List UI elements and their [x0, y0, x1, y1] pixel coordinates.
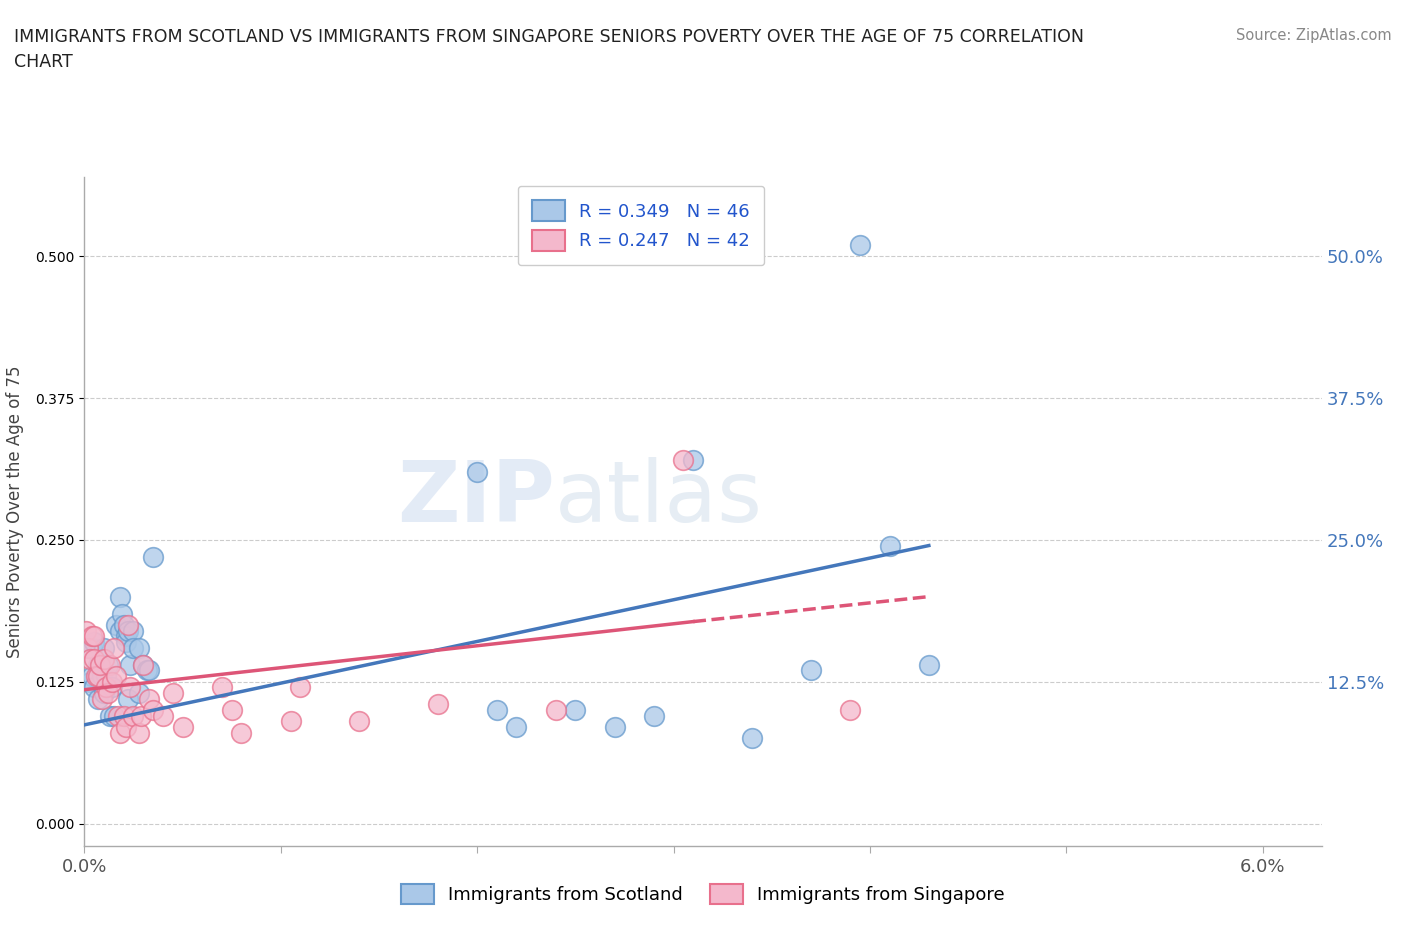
- Point: [221, 703, 243, 718]
- Point: [128, 640, 150, 655]
- Point: [93, 640, 115, 655]
- Point: [87, 669, 110, 684]
- Point: [93, 652, 115, 667]
- Point: [505, 720, 527, 735]
- Point: [91, 691, 114, 706]
- Point: [603, 720, 626, 735]
- Point: [79, 652, 101, 667]
- Point: [465, 464, 488, 479]
- Point: [132, 658, 155, 672]
- Point: [879, 538, 901, 553]
- Point: [142, 550, 165, 565]
- Point: [94, 680, 117, 695]
- Point: [138, 691, 160, 706]
- Point: [108, 590, 131, 604]
- Point: [231, 725, 253, 740]
- Point: [84, 669, 107, 684]
- Text: Source: ZipAtlas.com: Source: ZipAtlas.com: [1236, 28, 1392, 43]
- Point: [162, 685, 184, 700]
- Text: ZIP: ZIP: [396, 457, 554, 539]
- Point: [152, 709, 174, 724]
- Point: [839, 703, 862, 718]
- Point: [111, 606, 134, 621]
- Point: [82, 629, 104, 644]
- Point: [91, 669, 114, 684]
- Point: [643, 709, 665, 724]
- Point: [426, 697, 449, 711]
- Point: [349, 714, 371, 729]
- Point: [849, 237, 872, 252]
- Point: [77, 640, 100, 655]
- Point: [117, 618, 139, 632]
- Point: [117, 691, 139, 706]
- Point: [741, 731, 763, 746]
- Point: [672, 453, 695, 468]
- Point: [544, 703, 567, 718]
- Text: atlas: atlas: [554, 457, 762, 539]
- Point: [172, 720, 194, 735]
- Legend: Immigrants from Scotland, Immigrants from Singapore: Immigrants from Scotland, Immigrants fro…: [394, 876, 1012, 911]
- Point: [117, 623, 139, 638]
- Point: [101, 674, 124, 689]
- Point: [87, 658, 110, 672]
- Point: [94, 669, 117, 684]
- Point: [79, 674, 101, 689]
- Point: [97, 658, 120, 672]
- Point: [93, 685, 115, 700]
- Point: [83, 680, 105, 695]
- Point: [138, 663, 160, 678]
- Point: [128, 725, 150, 740]
- Point: [103, 640, 125, 655]
- Point: [108, 623, 131, 638]
- Point: [564, 703, 586, 718]
- Point: [280, 714, 302, 729]
- Point: [132, 658, 155, 672]
- Point: [82, 640, 104, 655]
- Text: IMMIGRANTS FROM SCOTLAND VS IMMIGRANTS FROM SINGAPORE SENIORS POVERTY OVER THE A: IMMIGRANTS FROM SCOTLAND VS IMMIGRANTS F…: [14, 28, 1084, 71]
- Point: [97, 685, 120, 700]
- Point: [290, 680, 312, 695]
- Point: [83, 629, 105, 644]
- Point: [800, 663, 823, 678]
- Point: [136, 663, 159, 678]
- Point: [682, 453, 704, 468]
- Point: [114, 720, 136, 735]
- Point: [114, 634, 136, 649]
- Point: [98, 658, 121, 672]
- Point: [118, 680, 141, 695]
- Point: [103, 709, 125, 724]
- Point: [77, 640, 100, 655]
- Point: [122, 709, 145, 724]
- Point: [98, 709, 121, 724]
- Point: [107, 709, 129, 724]
- Point: [142, 703, 165, 718]
- Point: [75, 623, 97, 638]
- Point: [101, 680, 124, 695]
- Point: [918, 658, 941, 672]
- Point: [122, 623, 145, 638]
- Point: [89, 658, 111, 672]
- Point: [485, 703, 508, 718]
- Legend: R = 0.349   N = 46, R = 0.247   N = 42: R = 0.349 N = 46, R = 0.247 N = 42: [517, 186, 765, 265]
- Point: [114, 629, 136, 644]
- Point: [112, 618, 135, 632]
- Point: [83, 634, 105, 649]
- Point: [122, 640, 145, 655]
- Point: [104, 618, 127, 632]
- Point: [128, 685, 150, 700]
- Y-axis label: Seniors Poverty Over the Age of 75: Seniors Poverty Over the Age of 75: [6, 365, 24, 658]
- Point: [108, 725, 131, 740]
- Point: [83, 652, 105, 667]
- Point: [211, 680, 233, 695]
- Point: [118, 658, 141, 672]
- Point: [131, 709, 153, 724]
- Point: [87, 691, 110, 706]
- Point: [82, 669, 104, 684]
- Point: [104, 669, 127, 684]
- Point: [112, 709, 135, 724]
